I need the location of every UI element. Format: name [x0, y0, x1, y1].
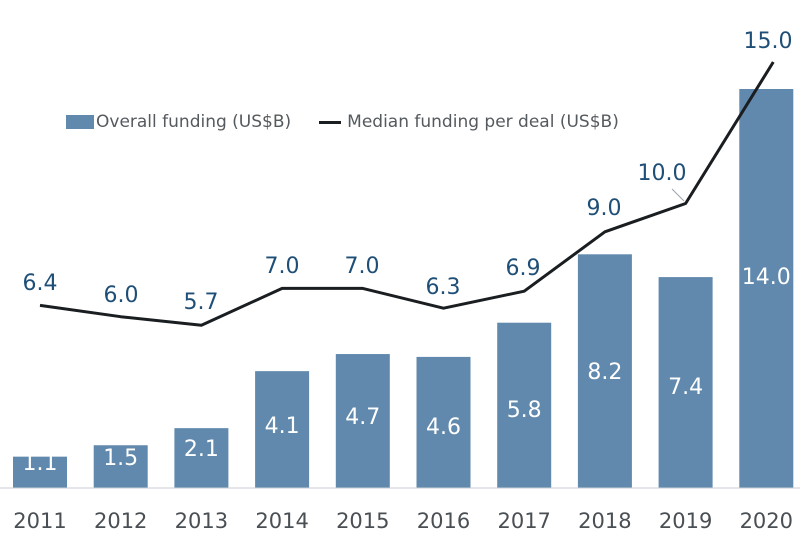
bar-label-2015: 4.7	[345, 405, 380, 430]
line-label-2014: 7.0	[265, 254, 300, 279]
bar-2020	[739, 89, 794, 488]
x-tick-2012: 2012	[94, 509, 147, 533]
legend-bar-label: Overall funding (US$B)	[96, 112, 292, 132]
line-label-2020: 15.0	[744, 29, 793, 54]
x-tick-2011: 2011	[13, 509, 66, 533]
bar-label-2013: 2.1	[184, 437, 219, 462]
line-label-2016: 6.3	[426, 275, 461, 300]
bar-2013	[174, 428, 229, 488]
line-label-2013: 5.7	[184, 290, 219, 315]
bar-2012	[93, 445, 148, 488]
line-label-2011: 6.4	[23, 271, 58, 296]
line-label-2019: 10.0	[638, 161, 687, 186]
x-tick-2018: 2018	[578, 509, 631, 533]
legend-line-swatch	[319, 120, 342, 124]
x-tick-2015: 2015	[336, 509, 389, 533]
line-label-2018: 9.0	[587, 196, 622, 221]
bar-series	[13, 89, 794, 488]
median-funding-line	[39, 61, 775, 327]
legend-item-bar: Overall funding (US$B)	[66, 112, 291, 132]
x-tick-2014: 2014	[255, 509, 308, 533]
bar-label-2012: 1.5	[103, 446, 138, 471]
line-label-2017: 6.9	[506, 256, 541, 281]
bar-label-2020: 14.0	[742, 265, 791, 290]
x-tick-2019: 2019	[659, 509, 712, 533]
bar-label-2014: 4.1	[265, 414, 300, 439]
bar-data-labels: 1.1 1.5 2.1 4.1 4.7 4.6 5.8 8.2 7.4 14.0	[23, 265, 791, 476]
bar-2015	[335, 354, 390, 488]
bar-2019	[658, 277, 713, 488]
bar-label-2017: 5.8	[507, 398, 542, 423]
bar-2016	[416, 356, 471, 488]
label-leader-2019	[671, 188, 685, 202]
x-tick-2016: 2016	[417, 509, 470, 533]
bar-2014	[255, 371, 310, 488]
bar-2011	[13, 456, 67, 488]
legend-item-line: Median funding per deal (US$B)	[319, 112, 619, 132]
line-label-2012: 6.0	[104, 283, 139, 308]
legend: Overall funding (US$B) Median funding pe…	[66, 112, 647, 132]
bar-2017	[497, 322, 552, 488]
bar-label-2018: 8.2	[587, 360, 622, 385]
bar-2018	[577, 254, 632, 488]
legend-bar-swatch	[66, 115, 94, 129]
line-label-2015: 7.0	[345, 254, 380, 279]
bar-label-2011: 1.1	[23, 451, 58, 476]
x-tick-2013: 2013	[175, 509, 228, 533]
legend-line-label: Median funding per deal (US$B)	[347, 112, 619, 132]
bar-label-2016: 4.6	[426, 415, 461, 440]
bar-label-2019: 7.4	[668, 375, 703, 400]
x-tick-2017: 2017	[497, 509, 550, 533]
line-data-labels: 6.4 6.0 5.7 7.0 7.0 6.3 6.9 9.0 10.0 15.0	[23, 29, 793, 315]
x-tick-labels: 2011 2012 2013 2014 2015 2016 2017 2018 2019 2020	[13, 509, 793, 533]
line-series	[39, 61, 775, 327]
x-tick-2020: 2020	[740, 509, 793, 533]
